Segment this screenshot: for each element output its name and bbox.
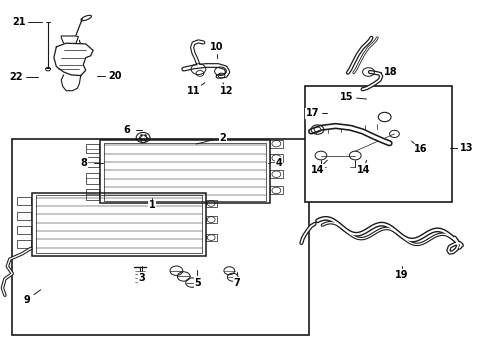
Text: 14: 14	[357, 165, 370, 175]
Text: 6: 6	[123, 125, 130, 135]
Bar	[206, 234, 217, 241]
Text: 18: 18	[384, 67, 398, 77]
Bar	[32, 193, 206, 256]
Text: 5: 5	[194, 278, 201, 288]
Bar	[270, 170, 283, 178]
Text: 14: 14	[311, 165, 324, 175]
Bar	[86, 157, 99, 167]
Bar	[270, 140, 283, 148]
Bar	[17, 226, 31, 234]
Text: 15: 15	[340, 92, 354, 102]
Bar	[17, 197, 31, 205]
Bar	[36, 195, 202, 253]
Text: 7: 7	[233, 278, 240, 288]
Bar	[104, 143, 266, 201]
Bar	[86, 173, 99, 184]
Text: 17: 17	[306, 108, 319, 118]
Bar	[270, 154, 283, 162]
Text: 4: 4	[276, 158, 283, 168]
Bar	[17, 212, 31, 220]
Bar	[86, 144, 99, 153]
Text: 20: 20	[108, 71, 122, 81]
Text: 12: 12	[220, 86, 234, 96]
Bar	[12, 139, 309, 335]
Bar	[86, 189, 99, 200]
Text: 11: 11	[187, 86, 200, 96]
Text: 10: 10	[210, 42, 223, 52]
Text: 9: 9	[24, 294, 30, 305]
Text: 21: 21	[12, 17, 25, 27]
Text: 19: 19	[395, 270, 409, 280]
Bar	[17, 240, 31, 248]
Text: 1: 1	[148, 200, 155, 210]
Text: 2: 2	[220, 132, 226, 143]
Text: 8: 8	[81, 158, 88, 168]
Bar	[206, 200, 217, 207]
Bar	[305, 86, 452, 202]
Bar	[100, 140, 270, 203]
Text: 13: 13	[460, 143, 474, 153]
Bar	[270, 186, 283, 194]
Bar	[206, 216, 217, 223]
Text: 16: 16	[414, 144, 427, 154]
Text: 3: 3	[139, 273, 146, 283]
Text: 22: 22	[9, 72, 23, 82]
